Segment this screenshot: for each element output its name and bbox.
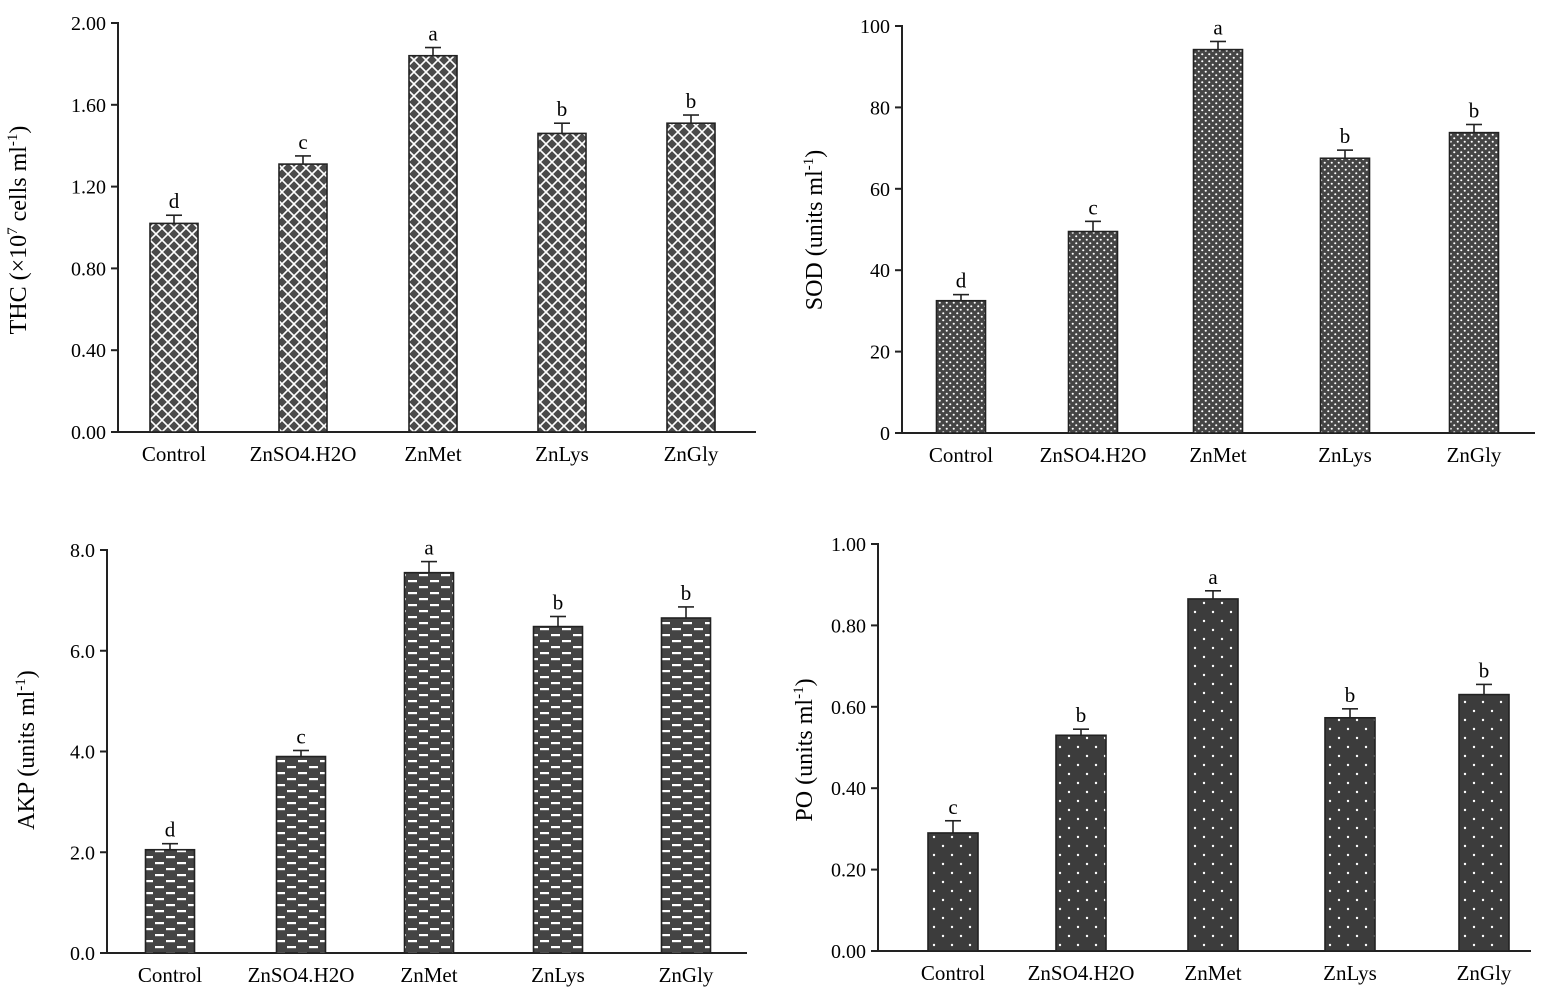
- y-tick-label: 0.20: [831, 860, 866, 882]
- y-tick-label: 100: [860, 16, 890, 38]
- x-tick-label: ZnGly: [1457, 961, 1512, 985]
- significance-label: a: [428, 22, 438, 46]
- thc-chart: THC (×107 cells ml-1) 0.00 0.40 0.80 1.20 1.…: [5, 13, 756, 466]
- x-tick-label: ZnGly: [664, 442, 719, 466]
- x-tick-label: ZnLys: [535, 442, 589, 466]
- significance-label: c: [296, 724, 305, 748]
- bar-zngly: [1458, 693, 1510, 952]
- akp-chart-panel: AKP (units ml-1) 0.0 2.0 4.0 6.0 8.0 d Control…: [0, 500, 777, 1000]
- bar-znlys: [537, 132, 587, 433]
- significance-label: b: [1479, 658, 1490, 682]
- significance-label: a: [424, 536, 434, 560]
- x-tick-label: ZnMet: [1184, 961, 1241, 985]
- bar-znso4-h2o: [278, 163, 328, 433]
- x-tick-label: Control: [142, 442, 206, 466]
- sod-chart-panel: SOD (units ml-1) 0 20 40 60 80 100 d Control c Zn…: [777, 0, 1554, 500]
- bar-zngly: [666, 122, 716, 433]
- significance-label: b: [686, 89, 697, 113]
- significance-label: b: [681, 581, 692, 605]
- y-tick-label: 4.0: [70, 742, 95, 764]
- x-tick-label: ZnLys: [1323, 961, 1377, 985]
- significance-label: d: [165, 818, 176, 842]
- x-tick-label: ZnGly: [1447, 443, 1502, 467]
- y-axis-label: PO (units ml-1): [791, 678, 818, 821]
- bar-znlys: [532, 625, 584, 954]
- bar-zngly: [660, 617, 712, 954]
- x-tick-label: Control: [138, 963, 202, 987]
- bar-control: [149, 222, 199, 433]
- y-tick-label: 2.0: [70, 842, 95, 864]
- y-tick-label: 1.60: [71, 95, 106, 117]
- significance-label: b: [557, 97, 568, 121]
- y-tick-label: 60: [870, 179, 890, 201]
- x-tick-label: ZnSO4.H2O: [1028, 961, 1135, 985]
- x-tick-label: ZnLys: [1318, 443, 1372, 467]
- significance-label: b: [1340, 124, 1351, 148]
- x-tick-label: ZnSO4.H2O: [1040, 443, 1147, 467]
- bar-znlys: [1319, 157, 1371, 434]
- significance-label: b: [1469, 98, 1480, 122]
- po-chart: PO (units ml-1) 0.00 0.20 0.40 0.60 0.80 1.00…: [791, 534, 1531, 985]
- bar-znso4-h2o: [1067, 230, 1119, 434]
- significance-label: b: [1076, 703, 1087, 727]
- x-tick-label: ZnLys: [531, 963, 585, 987]
- x-tick-label: ZnSO4.H2O: [250, 442, 357, 466]
- bar-control: [927, 832, 979, 952]
- bar-control: [144, 848, 196, 954]
- y-tick-label: 0.40: [71, 340, 106, 362]
- y-tick-label: 0.40: [831, 778, 866, 800]
- y-tick-label: 0.60: [831, 697, 866, 719]
- bar-znmet: [1187, 598, 1239, 952]
- x-tick-label: ZnSO4.H2O: [248, 963, 355, 987]
- sod-chart: SOD (units ml-1) 0 20 40 60 80 100 d Control c Zn…: [801, 15, 1535, 467]
- significance-label: a: [1213, 15, 1223, 39]
- x-tick-label: Control: [929, 443, 993, 467]
- bar-control: [935, 299, 987, 434]
- akp-chart: AKP (units ml-1) 0.0 2.0 4.0 6.0 8.0 d Control…: [13, 536, 747, 987]
- x-tick-label: ZnMet: [404, 442, 461, 466]
- x-tick-label: ZnMet: [1189, 443, 1246, 467]
- y-tick-label: 0.80: [831, 615, 866, 637]
- significance-label: c: [948, 795, 957, 819]
- bar-znso4-h2o: [1055, 734, 1107, 952]
- bar-znlys: [1324, 716, 1376, 952]
- y-tick-label: 2.00: [71, 13, 106, 35]
- significance-label: d: [956, 269, 967, 293]
- x-tick-label: ZnMet: [400, 963, 457, 987]
- significance-label: d: [169, 189, 180, 213]
- y-tick-label: 6.0: [70, 641, 95, 663]
- y-tick-label: 0.0: [70, 943, 95, 965]
- y-tick-label: 0: [880, 423, 890, 445]
- po-chart-panel: PO (units ml-1) 0.00 0.20 0.40 0.60 0.80 1.00…: [777, 500, 1554, 1000]
- x-tick-label: ZnGly: [659, 963, 714, 987]
- x-tick-label: Control: [921, 961, 985, 985]
- thc-chart-panel: THC (×107 cells ml-1) 0.00 0.40 0.80 1.20 1.…: [0, 0, 777, 500]
- bar-znmet: [403, 571, 455, 954]
- significance-label: b: [1345, 683, 1356, 707]
- y-tick-label: 0.00: [831, 941, 866, 963]
- significance-label: b: [553, 590, 564, 614]
- y-axis-label: AKP (units ml-1): [13, 670, 40, 830]
- y-axis-label: SOD (units ml-1): [801, 150, 828, 311]
- y-tick-label: 8.0: [70, 540, 95, 562]
- bar-zngly: [1448, 131, 1500, 434]
- y-tick-label: 1.20: [71, 177, 106, 199]
- y-axis-label: THC (×107 cells ml-1): [5, 126, 32, 335]
- bar-znso4-h2o: [275, 755, 327, 954]
- significance-label: c: [1088, 195, 1097, 219]
- y-tick-label: 20: [870, 342, 890, 364]
- bar-znmet: [408, 54, 458, 433]
- bar-znmet: [1192, 48, 1244, 434]
- y-tick-label: 0.80: [71, 258, 106, 280]
- y-tick-label: 0.00: [71, 422, 106, 444]
- significance-label: a: [1208, 565, 1218, 589]
- significance-label: c: [298, 130, 307, 154]
- y-tick-label: 1.00: [831, 534, 866, 556]
- y-tick-label: 80: [870, 97, 890, 119]
- y-tick-label: 40: [870, 260, 890, 282]
